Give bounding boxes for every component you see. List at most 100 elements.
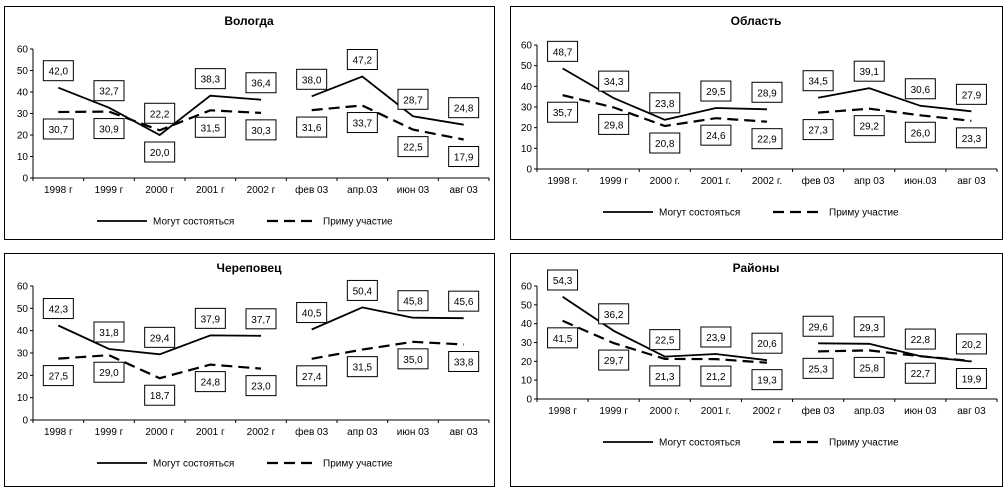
y-tick-label: 40 (521, 82, 533, 93)
data-label: 33,8 (448, 351, 480, 373)
chart-title: Районы (733, 261, 780, 275)
data-label-text: 32,7 (99, 87, 119, 98)
data-label-text: 29,2 (859, 122, 879, 133)
data-label-text: 20,6 (757, 339, 777, 350)
y-tick-label: 40 (17, 326, 29, 337)
data-label-text: 17,9 (454, 153, 474, 164)
y-tick-label: 0 (526, 395, 532, 406)
data-label: 19,9 (955, 368, 987, 390)
data-label: 31,5 (194, 116, 226, 138)
series-line-primu-uchastie (562, 319, 768, 364)
data-label-box (42, 365, 74, 387)
data-label-box (547, 101, 579, 123)
data-label-text: 22,5 (403, 143, 423, 154)
data-label-box (93, 118, 125, 140)
data-label: 27,4 (296, 365, 328, 387)
data-label-box (42, 298, 74, 320)
series-line-primu-uchastie (818, 107, 972, 122)
y-tick-label: 40 (17, 88, 29, 99)
legend-label: Приму участие (323, 459, 393, 470)
data-label: 29,0 (93, 361, 125, 383)
data-label-text: 27,4 (302, 372, 322, 383)
x-tick-label: авг 03 (957, 406, 986, 417)
data-label-box (598, 303, 630, 325)
data-label: 21,3 (649, 365, 681, 387)
data-label-text: 29,7 (604, 356, 624, 367)
data-label: 30,3 (245, 119, 277, 141)
data-label-box (802, 70, 834, 92)
data-label-text: 21,3 (655, 372, 675, 383)
data-label-box (42, 60, 74, 82)
data-label-text: 24,8 (454, 104, 474, 115)
x-tick-label: фев 03 (295, 184, 328, 196)
y-tick-label: 40 (521, 319, 533, 330)
x-tick-label: апр 03 (854, 176, 885, 187)
data-label: 23,3 (955, 127, 987, 149)
data-label-box (296, 68, 328, 90)
data-label: 22,7 (904, 362, 936, 384)
legend: Могут состояться Приму участие (97, 217, 393, 228)
data-label: 22,8 (904, 328, 936, 350)
data-label: 30,6 (904, 78, 936, 100)
data-label-box (649, 365, 681, 387)
y-tick-label: 30 (17, 349, 29, 360)
data-label: 22,5 (397, 136, 429, 158)
y-tick-label: 20 (521, 123, 533, 134)
data-label: 20,8 (649, 132, 681, 154)
data-label-box (547, 40, 579, 62)
data-label-text: 30,6 (911, 85, 931, 96)
chart-title: Вологда (224, 14, 274, 28)
y-tick-label: 30 (521, 338, 533, 349)
x-tick-label: 2002 г. (752, 176, 782, 187)
chart-svg: Вологда 0 10 20 30 40 50 60 1998 г 1999 г 2000 г 20… (17, 14, 490, 228)
data-label-box (751, 369, 783, 391)
data-label-box (955, 83, 987, 105)
data-label-box (144, 102, 176, 124)
x-tick-label: 2002 г (247, 185, 276, 196)
data-label: 47,2 (346, 49, 378, 71)
data-label-text: 20,0 (150, 148, 170, 159)
x-tick-label: 1999 г (95, 427, 124, 438)
data-label-box (598, 70, 630, 92)
series-line-mogut-sostoyatsya (562, 295, 768, 362)
data-label: 27,5 (42, 365, 74, 387)
chart-title: Череповец (217, 261, 283, 275)
data-label-box (346, 49, 378, 71)
data-label: 40,5 (296, 302, 328, 324)
data-label-text: 41,5 (553, 334, 573, 345)
y-tick-label: 0 (526, 165, 532, 176)
y-tick-label: 20 (17, 131, 29, 142)
data-label: 22,9 (751, 128, 783, 150)
x-tick-label: 1998 г. (547, 176, 577, 187)
data-label-box (547, 269, 579, 291)
data-label-box (194, 371, 226, 393)
series-line-primu-uchastie (311, 340, 464, 360)
chart-title: Область (731, 14, 782, 28)
y-tick-label: 20 (521, 357, 533, 368)
y-tick-label: 10 (521, 144, 533, 155)
x-tick-label: 2002 г (247, 427, 276, 438)
data-label-box (397, 290, 429, 312)
data-label: 24,8 (448, 97, 480, 119)
data-label: 22,5 (649, 329, 681, 351)
data-label-box (547, 327, 579, 349)
y-tick-label: 10 (521, 376, 533, 387)
legend-label: Могут состояться (659, 438, 740, 449)
data-label-text: 36,4 (251, 79, 271, 90)
data-label-text: 37,9 (201, 314, 221, 325)
legend-label: Могут состояться (153, 459, 234, 470)
data-label-box (144, 326, 176, 348)
data-label-box (42, 118, 74, 140)
x-tick-label: июн 03 (397, 185, 430, 196)
series-line-primu-uchastie (818, 349, 972, 363)
data-label-text: 25,8 (859, 363, 879, 374)
data-label: 41,5 (547, 327, 579, 349)
legend-label: Приму участие (323, 217, 393, 228)
data-label-text: 27,3 (808, 126, 828, 137)
data-label-box (245, 119, 277, 141)
data-label-text: 45,6 (454, 297, 474, 308)
data-label-text: 28,7 (403, 95, 423, 106)
data-label-box (955, 127, 987, 149)
data-label: 31,5 (346, 356, 378, 378)
data-label-box (955, 333, 987, 355)
